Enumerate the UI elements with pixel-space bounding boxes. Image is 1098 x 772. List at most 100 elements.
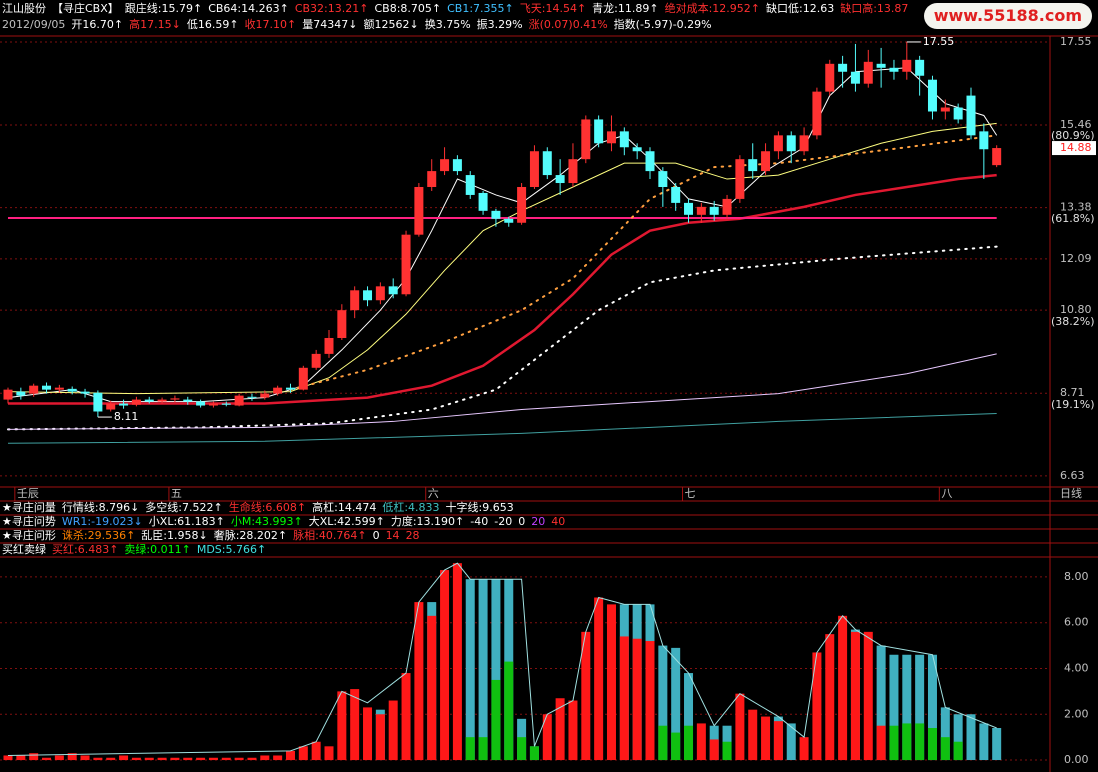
label: 低16.59↑ bbox=[186, 18, 239, 31]
candle-body bbox=[80, 391, 90, 394]
candle-body bbox=[568, 159, 578, 184]
candle-body bbox=[953, 107, 963, 120]
y-tick-label: 0.00 bbox=[1064, 753, 1089, 766]
y-tick-label: 13.38 bbox=[1060, 201, 1092, 214]
bar bbox=[684, 725, 694, 761]
bar bbox=[517, 737, 527, 761]
label: WR1:-19.023↓ bbox=[61, 515, 143, 528]
header-row: 江山股份 【寻庄CBX】 跟庄线:15.79↑ CB64:14.263↑ CB32:13… bbox=[2, 2, 908, 16]
bar bbox=[735, 693, 745, 761]
indicator-row: ★寻庄问形 诛杀:29.536↑ 乱臣:1.958↓ 奢脉:28.202↑ 脉相:40.… bbox=[2, 529, 420, 543]
label: 江山股份 bbox=[2, 2, 46, 15]
label: 跟庄线:15.79↑ bbox=[124, 2, 203, 15]
candle-body bbox=[812, 91, 822, 136]
bar bbox=[953, 714, 963, 761]
candle-body bbox=[337, 310, 347, 338]
bar bbox=[658, 725, 668, 761]
candle-body bbox=[542, 151, 552, 176]
bar bbox=[183, 757, 193, 761]
candle-body bbox=[555, 175, 565, 184]
label: 0 bbox=[518, 515, 526, 528]
bar bbox=[825, 634, 835, 761]
candle-body bbox=[850, 71, 860, 84]
bar bbox=[106, 757, 116, 761]
bar bbox=[42, 757, 52, 761]
fib-label: (61.8%) bbox=[1051, 212, 1095, 225]
label: CB8:8.705↑ bbox=[374, 2, 442, 15]
bar bbox=[196, 757, 206, 761]
candle-body bbox=[465, 175, 475, 195]
bar bbox=[157, 757, 167, 761]
label: 行情线:8.796↓ bbox=[61, 501, 140, 514]
bar bbox=[915, 654, 925, 761]
candle-body bbox=[696, 206, 706, 215]
bar bbox=[889, 654, 899, 761]
candle-body bbox=[594, 119, 604, 144]
logo: www.55188.com bbox=[923, 3, 1092, 29]
candle-body bbox=[645, 151, 655, 172]
label: ★寻庄问势 bbox=[2, 515, 56, 528]
label: 缺口高:13.87 bbox=[840, 2, 909, 15]
y-tick-label: 6.63 bbox=[1060, 469, 1085, 482]
fib-label: (19.1%) bbox=[1051, 398, 1095, 411]
bar bbox=[414, 602, 424, 761]
candle-body bbox=[619, 131, 629, 148]
bar bbox=[902, 654, 912, 761]
candle-body bbox=[992, 148, 1002, 166]
label: 飞天:14.54↑ bbox=[519, 2, 587, 15]
bar bbox=[144, 757, 154, 761]
candle-body bbox=[208, 403, 218, 406]
candle-body bbox=[221, 403, 231, 405]
annotation: 17.55 bbox=[923, 35, 955, 48]
bar bbox=[953, 741, 963, 761]
label: 绝对成本:12.952↑ bbox=[664, 2, 761, 15]
label: 低杠:4.833 bbox=[382, 501, 440, 514]
candle-body bbox=[581, 119, 591, 160]
candle-body bbox=[722, 198, 732, 215]
label: 十字线:9.653 bbox=[445, 501, 514, 514]
candle-body bbox=[799, 135, 809, 152]
bar bbox=[838, 615, 848, 761]
candle-body bbox=[273, 387, 283, 394]
bar bbox=[298, 746, 308, 761]
candle-body bbox=[940, 107, 950, 112]
label: 脉相:40.764↑ bbox=[293, 529, 367, 542]
candle-body bbox=[761, 151, 771, 172]
bar bbox=[504, 661, 514, 761]
label: 力度:13.190↑ bbox=[390, 515, 465, 528]
candle-body bbox=[119, 403, 129, 406]
candle-body bbox=[170, 398, 180, 400]
label: 卖绿:0.011↑ bbox=[124, 543, 191, 556]
candle-body bbox=[863, 61, 873, 84]
bar bbox=[581, 631, 591, 761]
bar bbox=[658, 645, 668, 761]
bar bbox=[491, 679, 501, 761]
bar bbox=[863, 631, 873, 761]
bar bbox=[966, 714, 976, 761]
candle-body bbox=[735, 159, 745, 199]
bar bbox=[16, 755, 26, 761]
bar bbox=[131, 757, 141, 761]
candle-body bbox=[773, 135, 783, 152]
candle-body bbox=[414, 186, 424, 235]
candle-body bbox=[491, 210, 501, 219]
label: 额12562↓ bbox=[363, 18, 419, 31]
candle-body bbox=[67, 388, 77, 392]
label: 生命线:6.608↑ bbox=[228, 501, 307, 514]
x-tick-label: 壬辰 bbox=[17, 487, 39, 500]
bar bbox=[29, 753, 39, 761]
candle-body bbox=[529, 151, 539, 187]
bar bbox=[465, 737, 475, 761]
label: 买红卖绿 bbox=[2, 543, 46, 556]
label: 缺口低:12.63 bbox=[766, 2, 835, 15]
bar bbox=[324, 746, 334, 761]
annotation: 8.11 bbox=[114, 410, 139, 423]
candle-body bbox=[927, 79, 937, 112]
bar bbox=[273, 755, 283, 761]
candle-body bbox=[658, 171, 668, 187]
y-tick-label: 2.00 bbox=[1064, 707, 1089, 720]
candle-body bbox=[375, 286, 385, 301]
bar bbox=[285, 750, 295, 761]
bar bbox=[748, 709, 758, 761]
label: 0 bbox=[372, 529, 380, 542]
